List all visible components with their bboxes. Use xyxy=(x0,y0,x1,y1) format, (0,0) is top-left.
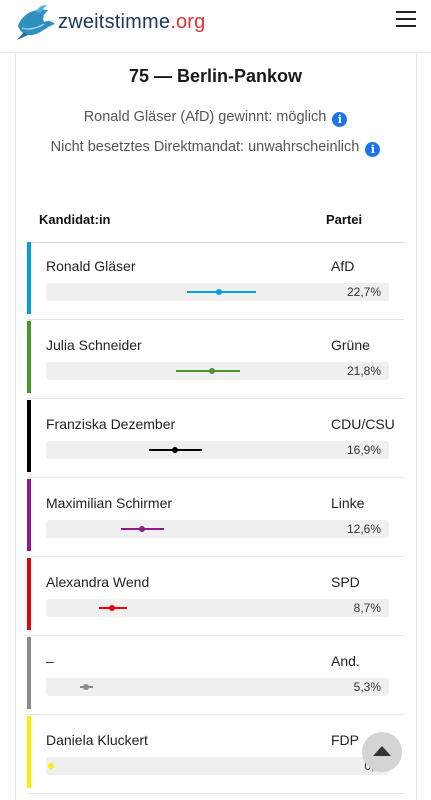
header-divider xyxy=(27,242,404,243)
brand-wordmark[interactable]: zweitstimme.org xyxy=(58,11,205,34)
party-color-stripe xyxy=(27,321,31,393)
constituency-card xyxy=(15,53,417,800)
vote-share-value: 16,9% xyxy=(346,443,381,457)
candidate-row[interactable]: – And. 5,3% xyxy=(27,637,404,715)
estimate-dot xyxy=(109,605,116,611)
candidate-name: Daniela Kluckert xyxy=(46,732,148,748)
party-name: AfD xyxy=(331,258,355,274)
party-name: SPD xyxy=(331,574,360,590)
party-name: FDP xyxy=(331,732,359,748)
estimate-dot xyxy=(47,763,54,769)
vote-share-track: 21,8% xyxy=(46,362,389,380)
candidate-row[interactable]: Franziska Dezember CDU/CSU 16,9% xyxy=(27,400,404,478)
vote-share-track: 22,7% xyxy=(46,283,389,301)
estimate-dot xyxy=(83,684,90,690)
vote-share-track: 5,3% xyxy=(46,678,389,696)
candidate-row[interactable]: Julia Schneider Grüne 21,8% xyxy=(27,321,404,399)
site-header: zweitstimme.org xyxy=(0,0,431,53)
vote-share-track: 16,9% xyxy=(46,441,389,459)
vote-share-value: 5,3% xyxy=(353,680,381,694)
party-name: Linke xyxy=(331,495,365,511)
vote-share-track: 12,6% xyxy=(46,520,389,538)
vote-share-track: 0,? xyxy=(46,757,389,775)
candidate-row[interactable]: Ronald Gläser AfD 22,7% xyxy=(27,242,404,320)
party-color-stripe xyxy=(27,479,31,551)
candidate-name: Maximilian Schirmer xyxy=(46,495,173,511)
candidate-name: Ronald Gläser xyxy=(46,258,136,274)
party-color-stripe xyxy=(27,242,31,314)
estimate-dot xyxy=(171,447,178,453)
party-name: And. xyxy=(331,653,360,669)
direct-mandate-status: Nicht besetztes Direktmandat: unwahrsche… xyxy=(0,139,431,157)
winner-status: Ronald Gläser (AfD) gewinnt: möglich i xyxy=(0,109,431,127)
confidence-interval xyxy=(175,370,241,372)
party-color-stripe xyxy=(27,637,31,709)
vote-share-value: 21,8% xyxy=(346,364,381,378)
party-color-stripe xyxy=(27,558,31,630)
candidate-row[interactable]: Alexandra Wend SPD 8,7% xyxy=(27,558,404,636)
brand-tld: .org xyxy=(170,11,206,33)
candidate-row[interactable]: Daniela Kluckert FDP 0,? xyxy=(27,716,404,794)
logo-icon[interactable] xyxy=(14,4,58,42)
candidate-name: – xyxy=(46,653,54,669)
vote-share-value: 22,7% xyxy=(346,285,381,299)
party-color-stripe xyxy=(27,400,31,472)
vote-share-value: 12,6% xyxy=(346,522,381,536)
info-icon[interactable]: i xyxy=(332,112,348,127)
brand-main: zweitstimme xyxy=(58,11,171,33)
estimate-dot xyxy=(216,289,223,295)
page-title: 75 — Berlin-Pankow xyxy=(128,66,303,86)
winner-status-text: Ronald Gläser (AfD) gewinnt: möglich xyxy=(83,109,327,125)
column-header-candidate[interactable]: Kandidat:in xyxy=(39,212,111,227)
candidate-name: Alexandra Wend xyxy=(46,574,150,590)
party-name: Grüne xyxy=(331,337,370,353)
party-color-stripe xyxy=(27,716,31,788)
candidate-name: Julia Schneider xyxy=(46,337,142,353)
estimate-dot xyxy=(139,526,146,532)
candidate-row[interactable]: Maximilian Schirmer Linke 12,6% xyxy=(27,479,404,557)
party-name: CDU/CSU xyxy=(331,416,395,432)
scroll-to-top-button[interactable] xyxy=(362,732,402,772)
column-header-party[interactable]: Partei xyxy=(326,212,363,227)
info-icon[interactable]: i xyxy=(365,142,381,157)
direct-mandate-status-text: Nicht besetztes Direktmandat: unwahrsche… xyxy=(50,139,360,155)
hamburger-menu-icon[interactable] xyxy=(394,8,418,30)
candidate-name: Franziska Dezember xyxy=(46,416,176,432)
vote-share-value: 8,7% xyxy=(353,601,381,615)
estimate-dot xyxy=(209,368,216,374)
vote-share-track: 8,7% xyxy=(46,599,389,617)
